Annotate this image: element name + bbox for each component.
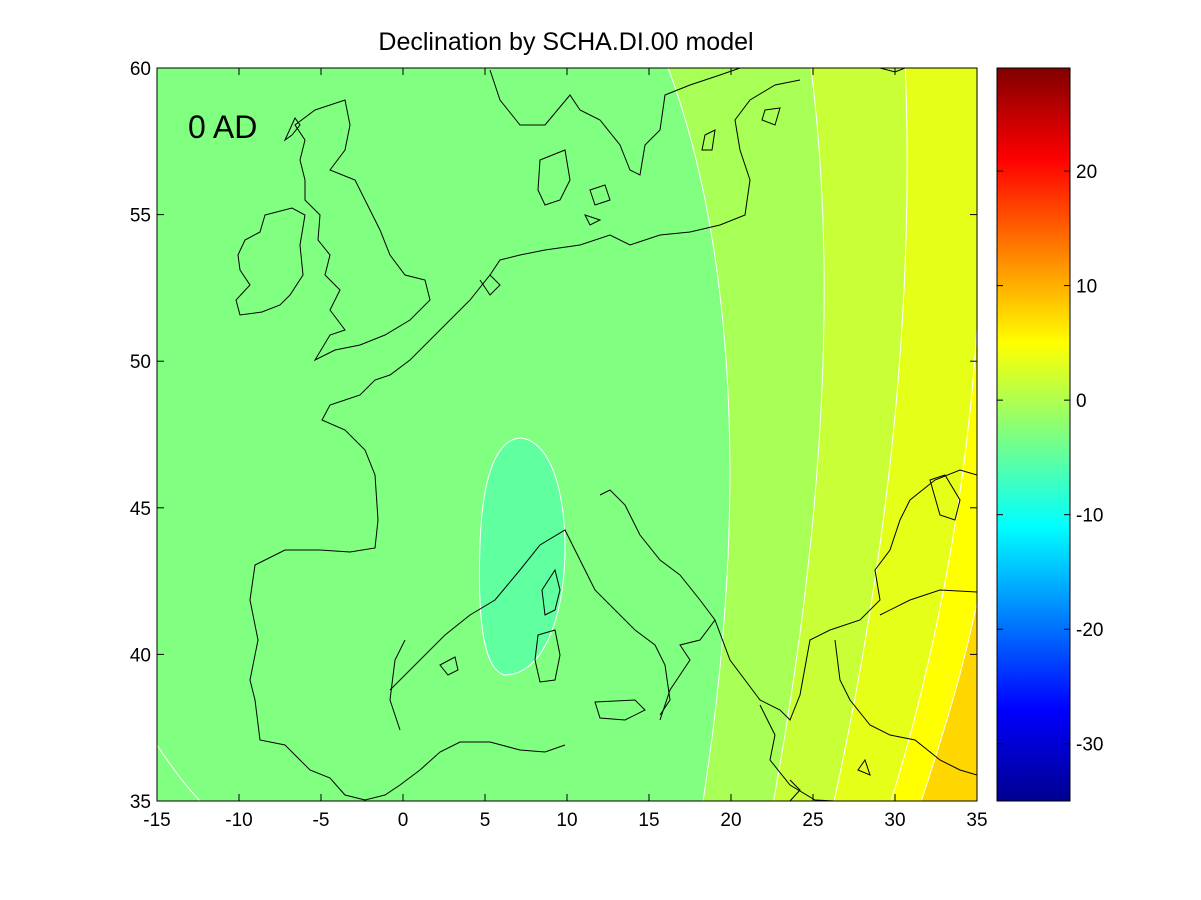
declination-band-6-8 [891, 327, 977, 801]
map-panel [157, 68, 977, 801]
coastlines [235, 68, 977, 801]
declination-band-minus8-minus5 [478, 437, 566, 676]
x-tick-label: -5 [313, 810, 330, 831]
colorbar-tick-label: 20 [1076, 162, 1097, 183]
y-tick-label: 40 [130, 645, 151, 666]
colorbar: 20 10 0 -10 -20 -30 [996, 67, 1103, 802]
y-axis: 60 55 50 45 40 35 [130, 59, 977, 813]
x-tick-label: -15 [143, 810, 170, 831]
x-tick-label: 35 [966, 810, 987, 831]
x-tick-label: 15 [638, 810, 659, 831]
figure-title: Declination by SCHA.DI.00 model [378, 28, 753, 56]
x-tick-label: 10 [556, 810, 577, 831]
x-tick-label: 25 [802, 810, 823, 831]
x-tick-label: -10 [225, 810, 252, 831]
y-tick-label: 55 [130, 206, 151, 227]
colorbar-tick-label: -30 [1076, 735, 1103, 756]
y-tick-label: 60 [130, 59, 151, 80]
x-tick-label: 30 [884, 810, 905, 831]
y-tick-label: 50 [130, 352, 151, 373]
x-tick-label: 5 [480, 810, 491, 831]
colorbar-tick-label: -20 [1076, 620, 1103, 641]
declination-band-8-10 [921, 602, 977, 801]
colorbar-tick-label: 0 [1076, 391, 1087, 412]
colorbar-axis: 20 10 0 -10 -20 -30 [997, 162, 1103, 756]
colorbar-gradient [997, 68, 1070, 801]
y-tick-label: 35 [130, 792, 151, 813]
colorbar-frame [996, 67, 1071, 802]
x-tick-label: 20 [720, 810, 741, 831]
x-axis: -15 -10 -5 0 5 10 15 20 25 30 35 [143, 68, 988, 831]
y-tick-label: 45 [130, 499, 151, 520]
colorbar-tick-label: -10 [1076, 506, 1103, 527]
epoch-label: 0 AD [188, 109, 257, 145]
contour-lines [157, 68, 977, 801]
x-tick-label: 0 [398, 810, 409, 831]
colorbar-tick-label: 10 [1076, 277, 1097, 298]
